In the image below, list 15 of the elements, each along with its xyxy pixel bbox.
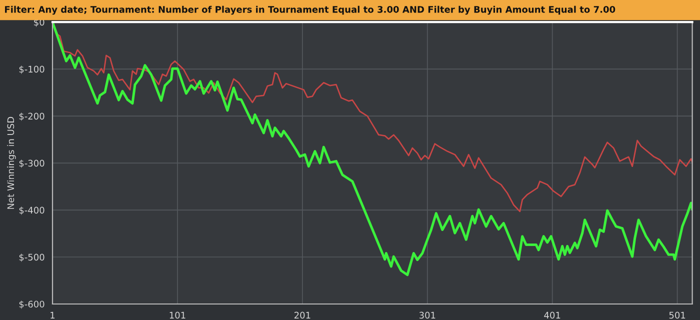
x-tick-label: 101 xyxy=(170,312,186,319)
y-tick-label: $-100 xyxy=(19,66,44,74)
y-tick-label: $-500 xyxy=(19,254,44,262)
chart-title: Filter: Any date; Tournament: Number of Players in Tournament Equal to 3.00 AND Filter by Buyin Amount Equal to 7.00 xyxy=(5,6,616,15)
y-tick-label: $-300 xyxy=(19,160,44,168)
y-tick-label: $-200 xyxy=(19,112,44,121)
x-tick-label: 501 xyxy=(669,312,686,319)
line-series xyxy=(52,22,692,276)
x-tick-label: 201 xyxy=(294,312,310,319)
y-tick-label: $-400 xyxy=(19,206,44,215)
x-tick-label: 401 xyxy=(544,312,560,319)
y-axis-title: Net Winnings in USD xyxy=(7,116,16,209)
x-tick-label: 1 xyxy=(50,312,55,318)
x-tick-label: 301 xyxy=(419,312,436,319)
y-tick-label: $-600 xyxy=(19,300,44,309)
